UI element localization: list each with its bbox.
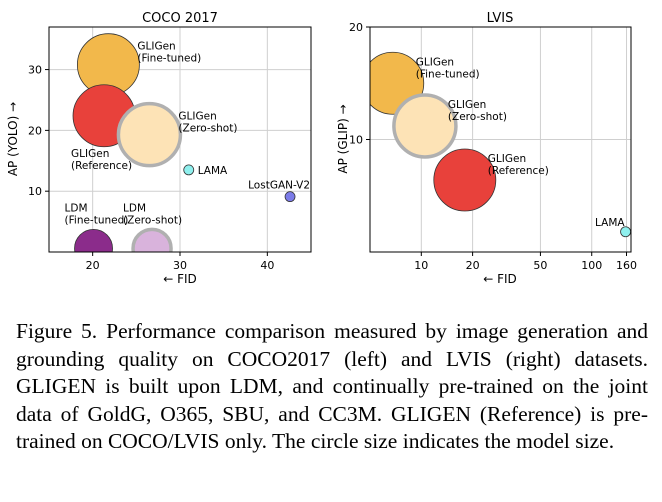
x-tick-label: 20 <box>86 259 100 272</box>
caption-gligen-2: GLIGEN <box>391 401 472 426</box>
point-label: LDM <box>65 202 88 214</box>
point-label: GLIGen <box>137 41 175 53</box>
coco-panel: COCO 2017 GLIGen(Fine-tuned)GLIGen(Refer… <box>6 11 312 286</box>
figure-panels: COCO 2017 GLIGen(Fine-tuned)GLIGen(Refer… <box>6 11 637 286</box>
point-label: GLIGen <box>488 153 526 165</box>
point-label-sub: (Fine-tuned) <box>137 53 201 65</box>
marker-ldm-fine-tuned <box>74 228 113 252</box>
coco-ylabel: AP (YOLO) → <box>6 102 20 176</box>
lvis-panel: LVIS GLIGen(Fine-tuned)GLIGen(Zero-shot)… <box>336 11 637 286</box>
caption-mid: is built upon LDM, and continually pre-t… <box>16 374 648 426</box>
x-tick-label: 100 <box>581 259 602 272</box>
lvis-point-labels: GLIGen(Fine-tuned)GLIGen(Zero-shot)GLIGe… <box>416 56 626 229</box>
point-label: LostGAN-V2 <box>248 180 310 192</box>
coco-xlabel: ← FID <box>163 272 197 286</box>
figure-caption: Figure 5. Performance comparison measure… <box>16 318 648 456</box>
point-label-sub: (Zero-shot) <box>178 123 237 135</box>
x-tick-label: 10 <box>414 259 428 272</box>
point-label: LAMA <box>198 165 228 177</box>
point-label-sub: (Zero-shot) <box>123 214 182 226</box>
caption-lead: Figure 5. Performance comparison measure… <box>16 319 648 371</box>
point-label-sub: (Reference) <box>71 160 132 172</box>
marker-lama <box>183 164 195 176</box>
coco-markers <box>72 33 296 252</box>
marker-gligen-reference <box>433 148 497 212</box>
y-tick-label: 20 <box>28 124 42 137</box>
lvis-xlabel: ← FID <box>483 272 517 286</box>
y-tick-label: 10 <box>349 134 363 147</box>
point-label: LAMA <box>595 217 625 229</box>
x-tick-label: 50 <box>533 259 547 272</box>
marker-lostgan-v2 <box>284 191 296 203</box>
x-tick-label: 30 <box>173 259 187 272</box>
coco-point-labels: GLIGen(Fine-tuned)GLIGen(Reference)GLIGe… <box>65 41 311 227</box>
point-label: GLIGen <box>71 148 109 160</box>
y-tick-label: 20 <box>349 21 363 34</box>
point-label: GLIGen <box>178 111 216 123</box>
coco-ticks: 20 30 40 10 20 30 <box>28 64 274 272</box>
caption-gligen-1: GLIGEN <box>16 374 97 398</box>
y-tick-label: 10 <box>28 185 42 198</box>
point-label-sub: (Reference) <box>488 165 549 177</box>
point-label: LDM <box>123 202 146 214</box>
lvis-title: LVIS <box>487 11 514 26</box>
x-tick-label: 20 <box>466 259 480 272</box>
lvis-markers <box>370 51 631 238</box>
marker-gligen-zero-shot <box>392 93 458 159</box>
point-label-sub: (Fine-tuned) <box>65 214 129 226</box>
lvis-ticks: 10 20 50 100 160 10 20 <box>349 21 637 272</box>
point-label-sub: (Fine-tuned) <box>416 68 480 80</box>
x-tick-label: 40 <box>260 259 274 272</box>
x-tick-label: 160 <box>616 259 637 272</box>
point-label-sub: (Zero-shot) <box>448 111 507 123</box>
marker-ldm-zero-shot <box>131 227 173 252</box>
caption-tail: (Reference) is pre-trained on COCO/LVIS … <box>16 401 649 454</box>
point-label: GLIGen <box>448 99 486 111</box>
lvis-ylabel: AP (GLIP) → <box>336 104 350 173</box>
point-label: GLIGen <box>416 56 454 68</box>
coco-title: COCO 2017 <box>142 11 218 26</box>
marker-gligen-zero-shot <box>116 101 183 168</box>
y-tick-label: 30 <box>28 64 42 77</box>
